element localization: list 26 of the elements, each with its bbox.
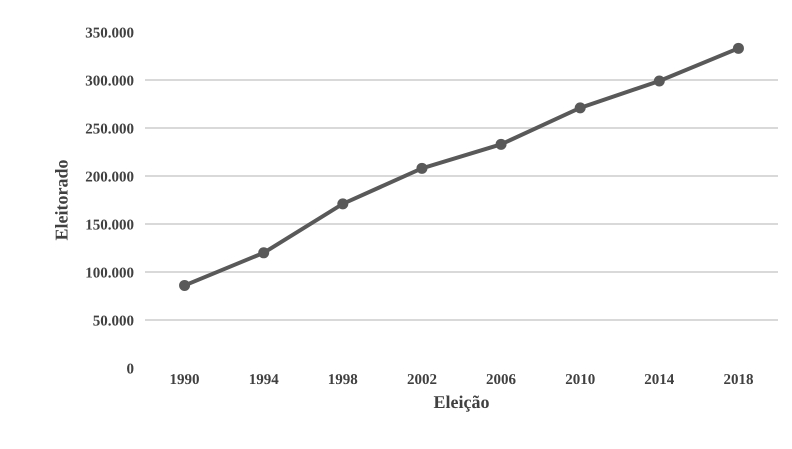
point: [337, 198, 348, 210]
y-tick-label: 250.000: [85, 121, 134, 138]
x-tick-label: 1998: [328, 372, 358, 388]
y-tick-label: 0: [126, 361, 134, 378]
point: [179, 280, 190, 291]
x-tick-label: 2006: [486, 372, 517, 388]
x-tick-label: 1990: [170, 372, 200, 388]
y-tick-label: 300.000: [85, 73, 134, 90]
x-axis-title: Eleição: [434, 392, 490, 412]
point: [258, 247, 270, 258]
y-tick-label: 100.000: [85, 265, 134, 282]
point: [574, 102, 586, 114]
point: [732, 42, 744, 54]
x-tick-label: 1994: [248, 372, 280, 388]
y-tick-label: 50.000: [92, 313, 134, 330]
y-tick-label: 200.000: [85, 169, 134, 186]
y-axis-title: Eleitorado: [51, 160, 72, 240]
x-tick-label: 2002: [406, 372, 437, 388]
x-tick-label: 2018: [723, 372, 754, 388]
x-tick-label: 2014: [644, 372, 675, 388]
point: [496, 138, 507, 150]
y-tick-label: 350.000: [85, 25, 134, 42]
y-tick-label: 150.000: [85, 217, 134, 234]
x-tick-label: 2010: [565, 372, 596, 388]
point: [654, 75, 665, 86]
point: [416, 162, 428, 174]
